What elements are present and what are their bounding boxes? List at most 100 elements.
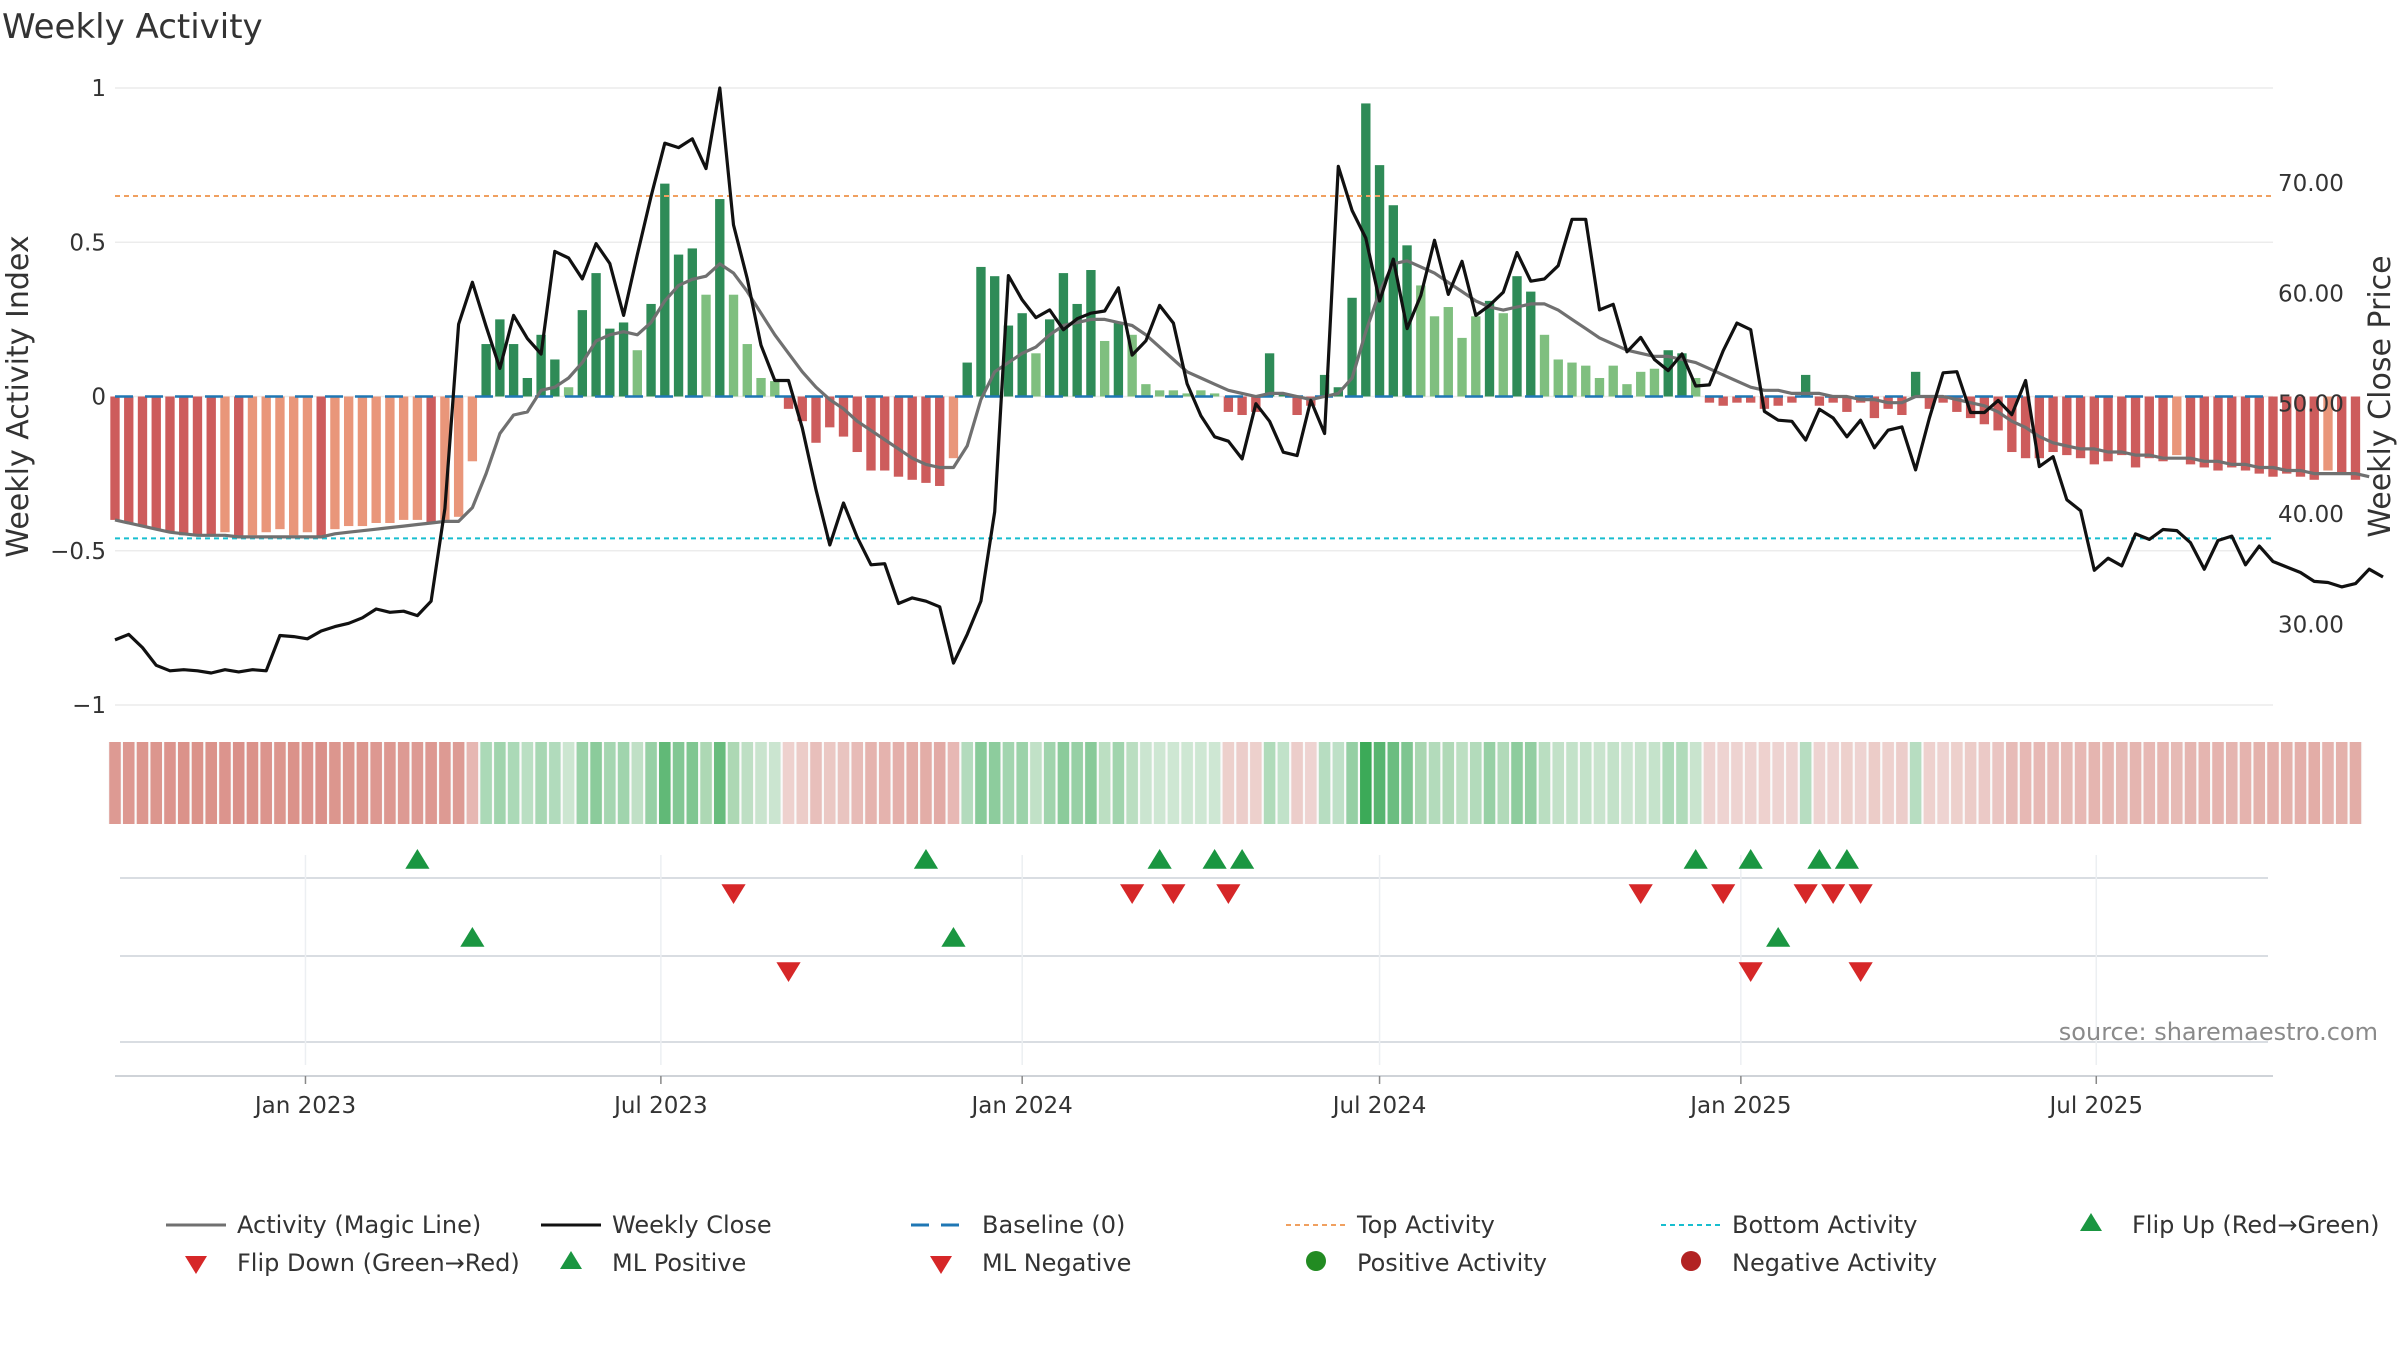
strip-cell xyxy=(1401,742,1413,824)
strip-cell xyxy=(755,742,767,824)
legend-item: Flip Down (Green→Red) xyxy=(185,1249,520,1277)
strip-cell xyxy=(2088,742,2101,824)
legend-label: Negative Activity xyxy=(1732,1249,1937,1277)
strip-cell xyxy=(1786,742,1798,824)
strip-cell xyxy=(452,742,465,824)
strip-cell xyxy=(150,742,163,824)
legend-swatch xyxy=(1681,1251,1701,1271)
y2-tick-label: 60.00 xyxy=(2278,281,2344,307)
strip-cell xyxy=(1579,742,1592,824)
activity-bar xyxy=(289,396,299,536)
activity-bar xyxy=(660,183,670,397)
strip-cell xyxy=(1813,742,1826,824)
strip-cell xyxy=(1428,742,1441,824)
activity-bar xyxy=(1072,303,1082,397)
strip-cell xyxy=(1181,742,1193,824)
strip-cell xyxy=(1002,742,1015,824)
strip-cell xyxy=(1085,742,1097,824)
activity-bar xyxy=(1086,270,1096,397)
activity-bar xyxy=(715,199,725,397)
activity-bar xyxy=(2350,396,2361,480)
strip-cell xyxy=(2294,742,2307,824)
activity-bar xyxy=(1099,340,1110,397)
flip-up-marker xyxy=(941,927,966,947)
strip-cell xyxy=(782,742,795,824)
activity-bar xyxy=(687,248,697,397)
activity-bar xyxy=(247,396,258,536)
strip-cell xyxy=(1923,742,1936,824)
strip-cell xyxy=(947,742,960,824)
strip-cell xyxy=(246,742,259,824)
strip-cell xyxy=(274,742,286,824)
strip-cell xyxy=(2212,742,2224,824)
activity-bar xyxy=(1539,334,1550,397)
legend-label: Weekly Close xyxy=(612,1211,772,1239)
y-tick-label: 1 xyxy=(91,76,106,102)
activity-bar xyxy=(2048,396,2058,453)
strip-cell xyxy=(219,742,231,824)
strip-cell xyxy=(1016,742,1028,824)
flip-down-marker xyxy=(1738,962,1763,982)
activity-bar xyxy=(1718,396,1728,406)
strip-cell xyxy=(1277,742,1290,824)
strip-cell xyxy=(727,742,740,824)
strip-cell xyxy=(2308,742,2321,824)
strip-cell xyxy=(2006,742,2018,824)
lines-layer xyxy=(114,86,2384,675)
activity-bar xyxy=(797,396,807,422)
strip-cell xyxy=(205,742,217,824)
strip-cell xyxy=(1167,742,1180,824)
activity-bar xyxy=(385,396,395,523)
activity-bar xyxy=(673,254,684,397)
y-tick-label: −0.5 xyxy=(50,539,106,565)
legend-label: Flip Down (Green→Red) xyxy=(237,1249,520,1277)
activity-bar xyxy=(2323,396,2333,471)
activity-bar xyxy=(1608,365,1618,397)
strip-cell xyxy=(329,742,341,824)
activity-bar xyxy=(1388,205,1398,397)
strip-cell xyxy=(1717,742,1729,824)
activity-bar xyxy=(1031,353,1041,397)
strip-cell xyxy=(1593,742,1606,824)
activity-bar xyxy=(1416,285,1426,397)
strip-cell xyxy=(1799,742,1812,824)
activity-bar xyxy=(1649,368,1660,397)
activity-bar xyxy=(1965,396,1976,419)
legend-item: Weekly Close xyxy=(541,1211,772,1239)
activity-bar xyxy=(948,396,959,459)
activity-bar xyxy=(508,344,519,397)
strip-cell xyxy=(700,742,712,824)
activity-bar xyxy=(742,344,752,397)
strip-cell xyxy=(1937,742,1949,824)
y-tick-label: −1 xyxy=(72,693,106,719)
strip-cell xyxy=(287,742,300,824)
strip-cell xyxy=(2349,742,2362,824)
strip-cell xyxy=(1442,742,1455,824)
activity-bar xyxy=(1581,365,1591,397)
activity-bar xyxy=(2254,396,2264,474)
legend-label: Top Activity xyxy=(1356,1211,1495,1239)
strip-cell xyxy=(714,742,726,824)
flip-down-marker xyxy=(1848,962,1873,982)
activity-bar xyxy=(632,350,642,397)
strip-cell xyxy=(865,742,877,824)
strip-cell xyxy=(1236,742,1248,824)
flip-down-marker xyxy=(1161,884,1186,904)
strip-cell xyxy=(1250,742,1262,824)
activity-bar xyxy=(1319,374,1330,397)
strip-cell xyxy=(2074,742,2087,824)
activity-bar xyxy=(563,387,574,397)
strip-cell xyxy=(1057,742,1070,824)
legend-label: Bottom Activity xyxy=(1732,1211,1917,1239)
strip-cell xyxy=(260,742,272,824)
strip-cell xyxy=(562,742,575,824)
activity-bar xyxy=(137,396,148,527)
activity-bar xyxy=(2268,396,2278,477)
legend-swatch xyxy=(560,1251,582,1269)
strip-cell xyxy=(466,742,479,824)
flip-up-marker xyxy=(1738,849,1763,869)
strip-cell xyxy=(1030,742,1042,824)
strip-cell xyxy=(1607,742,1620,824)
strip-cell xyxy=(1470,742,1482,824)
strip-cell xyxy=(1332,742,1345,824)
